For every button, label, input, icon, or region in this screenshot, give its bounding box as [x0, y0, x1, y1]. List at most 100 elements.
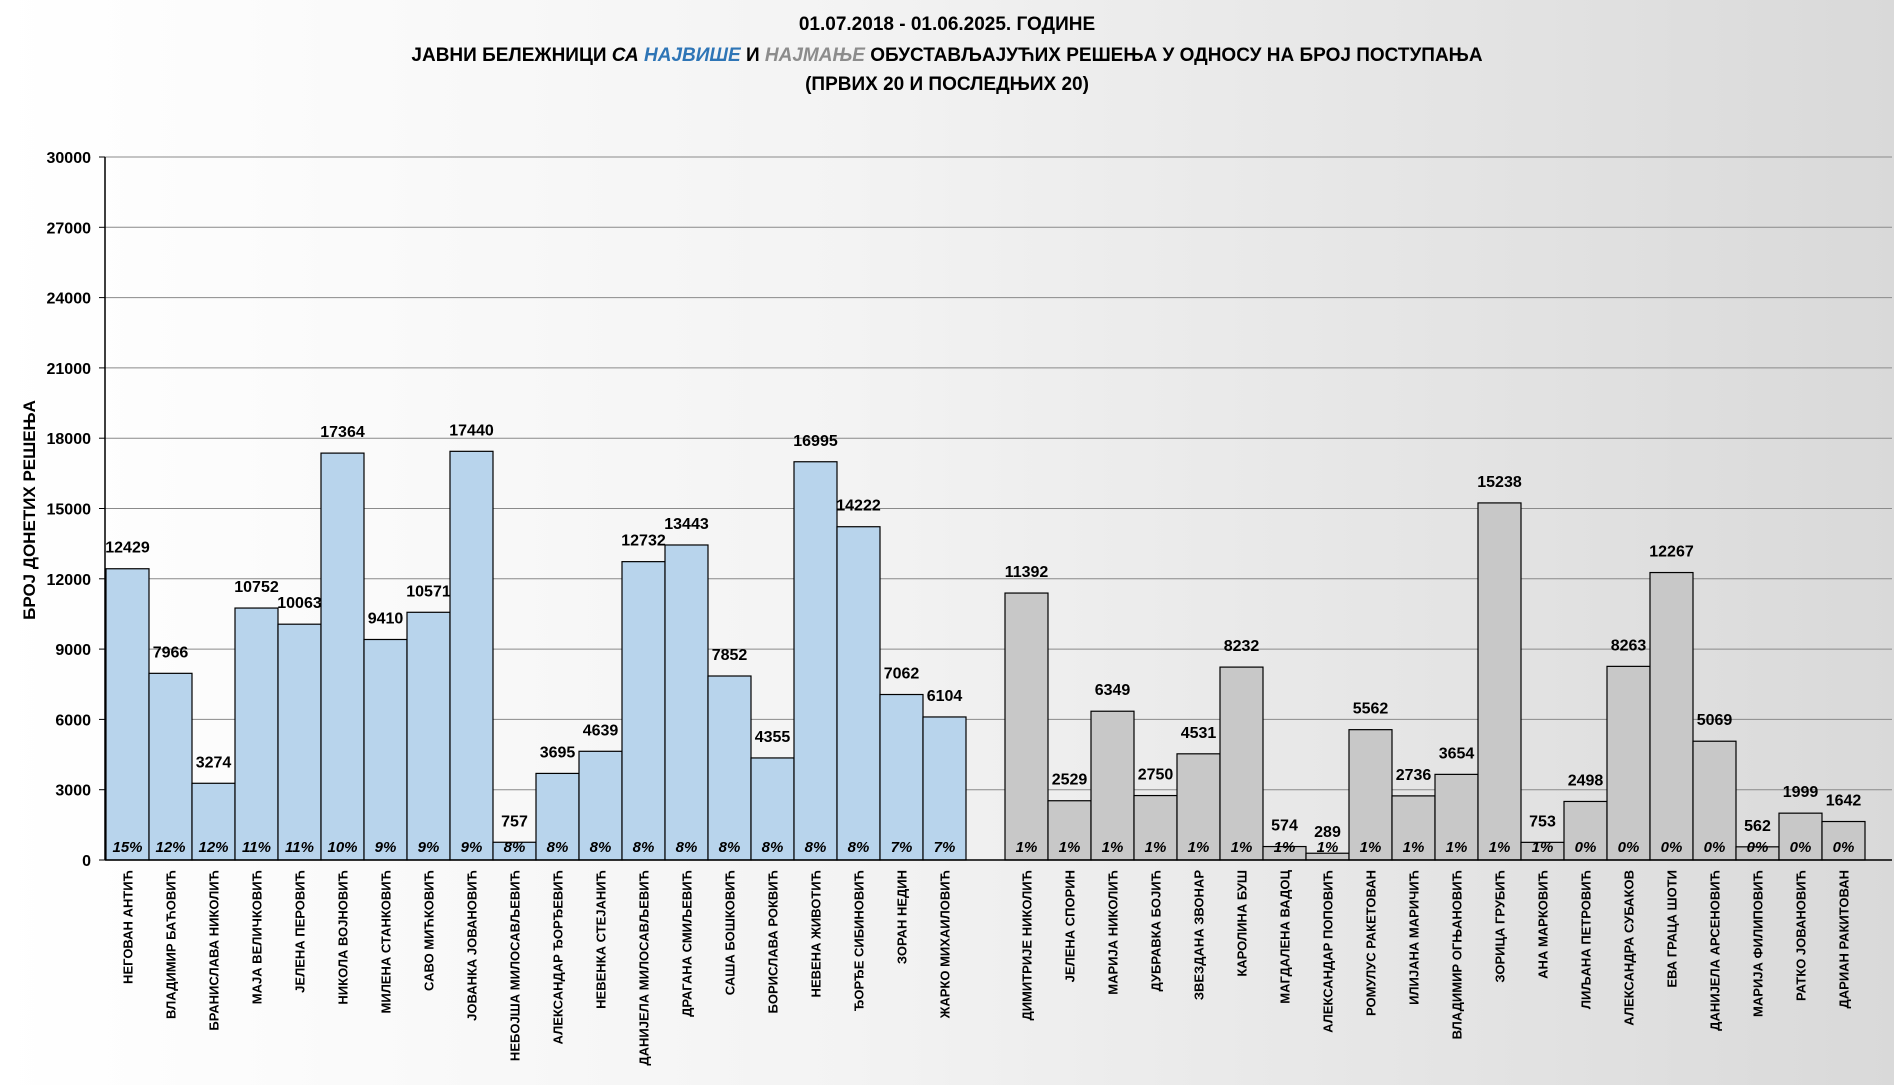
bar [922, 716, 967, 861]
category-label: МАЈА ВЕЛИЧКОВИЋ [250, 870, 265, 1004]
category-label: САВО МИЋКОВИЋ [422, 870, 437, 991]
title-line-1: 01.07.2018 - 01.06.2025. ГОДИНЕ [799, 14, 1095, 35]
bar [1219, 666, 1264, 861]
bar [1649, 571, 1694, 861]
percent-label: 9% [461, 839, 483, 856]
bar [1090, 710, 1135, 861]
percent-label: 0% [1747, 839, 1769, 856]
percent-label: 1% [1360, 839, 1382, 856]
value-label: 8232 [1224, 638, 1260, 655]
percent-label: 0% [1661, 839, 1683, 856]
value-label: 6349 [1095, 682, 1131, 699]
title-part-most: НАЈВИШЕ [644, 45, 742, 66]
category-label: ЈОВАНКА ЈОВАНОВИЋ [465, 870, 480, 1021]
category-label: НЕГОВАН АНТИЋ [121, 870, 136, 984]
percent-label: 8% [504, 839, 526, 856]
percent-label: 7% [934, 839, 956, 856]
value-label: 574 [1271, 818, 1298, 835]
percent-label: 0% [1704, 839, 1726, 856]
percent-label: 15% [112, 839, 142, 856]
percent-label: 8% [547, 839, 569, 856]
title-part-1: ЈАВНИ БЕЛЕЖНИЦИ [411, 45, 611, 66]
category-label: НИКОЛА ВОЈНОВИЋ [336, 870, 351, 1005]
percent-label: 8% [676, 839, 698, 856]
value-label: 3274 [196, 754, 232, 771]
value-label: 12429 [105, 540, 150, 557]
y-tick-label: 6000 [55, 712, 91, 729]
title-line-3: (ПРВИХ 20 И ПОСЛЕДЊИХ 20) [805, 74, 1089, 95]
percent-label: 8% [848, 839, 870, 856]
percent-label: 1% [1059, 839, 1081, 856]
bar [707, 675, 752, 861]
percent-label: 8% [590, 839, 612, 856]
category-label: САША БОШКОВИЋ [723, 870, 738, 995]
bar [1606, 665, 1651, 861]
y-tick-label: 27000 [47, 220, 92, 237]
value-label: 757 [501, 813, 528, 830]
value-label: 1999 [1783, 784, 1819, 801]
bar [234, 607, 279, 861]
value-label: 14222 [836, 498, 881, 515]
bar [105, 568, 150, 861]
bar [148, 672, 193, 861]
value-label: 9410 [368, 610, 404, 627]
percent-label: 0% [1833, 839, 1855, 856]
title-part-least: НАЈМАЊЕ [765, 45, 866, 66]
percent-label: 1% [1145, 839, 1167, 856]
title-part-2: СА [612, 45, 644, 66]
category-label: ЛИЉАНА ПЕТРОВИЋ [1579, 870, 1594, 1009]
category-label: ЈЕЛЕНА СПОРИН [1063, 870, 1078, 982]
value-label: 10571 [406, 583, 451, 600]
bar [1047, 800, 1092, 861]
category-label: ЗОРИЦА ГРУБИЋ [1493, 870, 1508, 983]
x-axis-labels: НЕГОВАН АНТИЋ ВЛАДИМИР БАЋОВИЋ БРАНИСЛАВА … [121, 869, 1852, 1065]
value-label: 4531 [1181, 725, 1217, 742]
y-axis-ticks: 0 3000 6000 9000 12000 15000 18000 21000 24000 27… [47, 150, 105, 870]
category-label: ДИМИТРИЈЕ НИКОЛИЋ [1020, 870, 1035, 1021]
value-label: 2498 [1568, 772, 1604, 789]
bar [879, 693, 924, 861]
value-label: 4639 [583, 722, 619, 739]
value-label: 289 [1314, 824, 1341, 841]
title-part-4: ОБУСТАВЉАЈУЋИХ РЕШЕЊА У ОДНОСУ НА БРОЈ П… [865, 45, 1483, 66]
y-tick-label: 3000 [55, 783, 91, 800]
chart-title: 01.07.2018 - 01.06.2025. ГОДИНЕ ЈАВНИ БЕ… [411, 14, 1482, 95]
category-label: ЖАРКО МИХАИЛОВИЋ [938, 870, 953, 1019]
y-tick-label: 30000 [47, 150, 92, 167]
percent-label: 1% [1231, 839, 1253, 856]
bar [277, 623, 322, 861]
percent-label: 1% [1489, 839, 1511, 856]
value-label: 5562 [1353, 701, 1389, 718]
bar [1477, 502, 1522, 861]
category-label: НЕБОЈША МИЛОСАВЉЕВИЋ [508, 870, 523, 1061]
y-tick-label: 9000 [55, 642, 91, 659]
bar [664, 544, 709, 861]
bar [535, 772, 580, 861]
bar [1692, 740, 1737, 861]
category-label: ВЛАДИМИР ОГЊАНОВИЋ [1450, 870, 1465, 1039]
value-label: 13443 [664, 516, 709, 533]
value-label: 5069 [1697, 712, 1733, 729]
bar [578, 750, 623, 861]
bar [1348, 729, 1393, 861]
category-label: МАРИЈА ФИЛИПОВИЋ [1751, 870, 1766, 1017]
value-label: 16995 [793, 433, 838, 450]
value-label: 11392 [1005, 564, 1049, 581]
bar [449, 450, 494, 861]
value-label: 2750 [1138, 767, 1174, 784]
title-part-3: И [741, 45, 765, 66]
category-label: АЛЕКСАНДАР ПОПОВИЋ [1321, 870, 1336, 1033]
value-label: 15238 [1477, 474, 1522, 491]
bar [1821, 820, 1866, 861]
percent-labels: 15% 12% 12% 11% 11% 10% 9% 9% 9% 8% 8% 8% 8% 8% 8% 8% 8%… [112, 839, 1854, 856]
y-tick-label: 18000 [47, 431, 92, 448]
y-tick-label: 15000 [47, 502, 92, 519]
category-label: ИЛИЈАНА МАРИЧИЋ [1407, 870, 1422, 1005]
value-label: 4355 [755, 729, 791, 746]
value-label: 3695 [540, 744, 576, 761]
bar [320, 452, 365, 861]
percent-label: 12% [198, 839, 228, 856]
value-label: 10752 [234, 579, 279, 596]
